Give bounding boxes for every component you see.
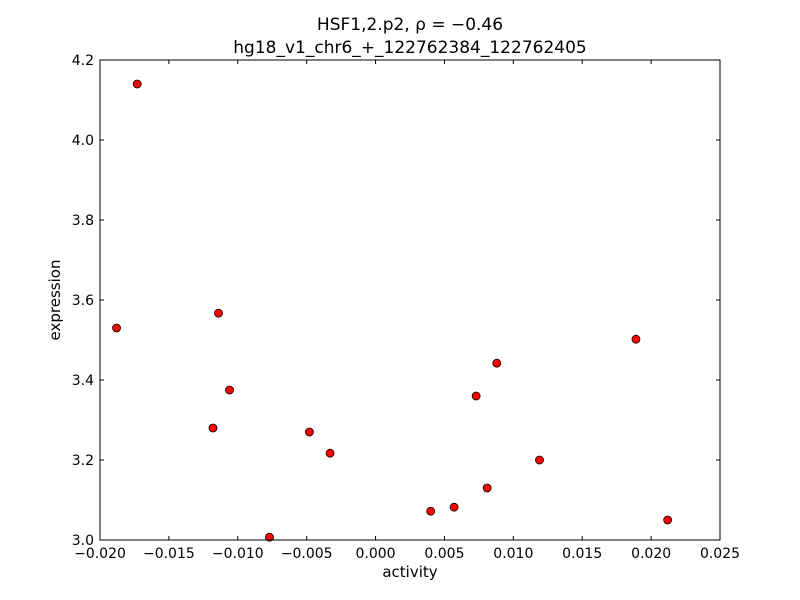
data-point-2 <box>214 308 223 318</box>
data-point-15 <box>663 515 673 525</box>
x-tick-label: −0.010 <box>212 546 264 562</box>
x-tick-label: 0.020 <box>631 546 671 562</box>
x-tick-label: −0.005 <box>281 546 333 562</box>
data-point-10 <box>471 391 481 401</box>
data-point-8 <box>426 506 436 516</box>
x-tick-label: 0.025 <box>700 546 740 562</box>
data-point-11 <box>482 483 492 493</box>
data-point-9 <box>449 502 459 512</box>
y-axis-label: expression <box>46 260 64 341</box>
y-tick-label: 3.8 <box>72 213 94 229</box>
x-tick-label: 0.015 <box>562 546 602 562</box>
x-tick-label: 0.010 <box>493 546 533 562</box>
y-tick-label: 3.4 <box>72 373 94 389</box>
chart-title-line1: HSF1,2.p2, ρ = −0.46 <box>317 15 503 35</box>
chart-title-line2: hg18_v1_chr6_+_122762384_122762405 <box>233 38 586 58</box>
data-points <box>112 79 673 542</box>
data-point-4 <box>208 423 218 433</box>
x-tick-label: 0.000 <box>356 546 396 562</box>
data-point-12 <box>492 358 502 368</box>
plot-frame <box>99 59 721 541</box>
data-point-13 <box>535 455 544 465</box>
data-point-5 <box>265 532 274 542</box>
x-tick-label: −0.020 <box>74 546 126 562</box>
data-point-14 <box>631 334 641 344</box>
data-point-6 <box>305 427 314 437</box>
x-axis-label: activity <box>382 563 437 581</box>
data-point-0 <box>132 79 142 89</box>
data-point-1 <box>112 323 121 333</box>
x-tick-label: 0.005 <box>424 546 464 562</box>
y-tick-label: 4.2 <box>72 53 94 69</box>
data-point-7 <box>325 448 335 458</box>
y-tick-label: 3.2 <box>72 453 94 469</box>
y-axis: 3.0 3.2 3.4 3.6 3.8 4.0 4.2 <box>72 53 720 549</box>
data-point-3 <box>225 385 234 395</box>
x-axis: −0.020 −0.015 −0.010 −0.005 0.000 0.005 0.010 0… <box>74 60 740 562</box>
y-tick-label: 3.6 <box>72 293 94 309</box>
y-tick-label: 3.0 <box>72 533 94 549</box>
x-tick-label: −0.015 <box>143 546 195 562</box>
y-tick-label: 4.0 <box>72 133 94 149</box>
